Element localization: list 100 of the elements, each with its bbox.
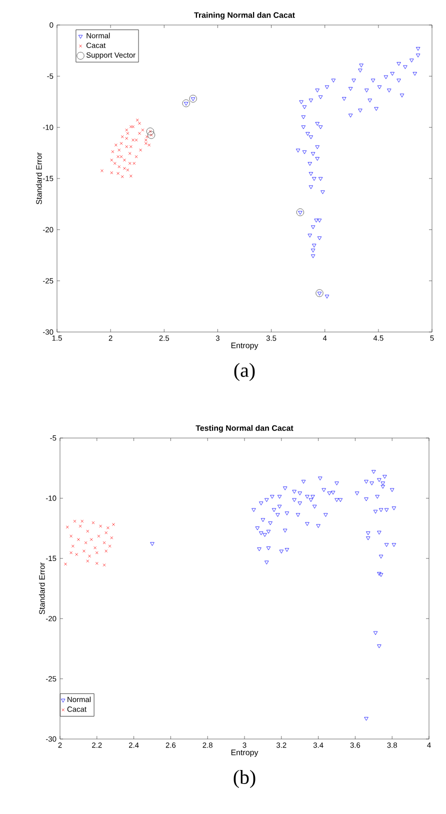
point <box>78 524 82 528</box>
point <box>82 550 86 553</box>
point <box>318 95 323 100</box>
point <box>99 524 102 528</box>
point <box>348 87 353 91</box>
point <box>111 150 114 154</box>
point <box>314 218 318 222</box>
point <box>308 185 314 190</box>
point <box>139 148 142 152</box>
point <box>120 175 124 178</box>
point <box>95 562 98 565</box>
point <box>106 526 110 530</box>
point <box>132 125 135 128</box>
point <box>66 526 69 529</box>
point <box>318 125 323 130</box>
point <box>308 135 314 140</box>
point <box>132 138 135 142</box>
point <box>384 75 388 80</box>
point <box>359 64 364 68</box>
point <box>410 58 414 62</box>
point <box>296 208 304 216</box>
point <box>342 97 346 101</box>
point <box>146 135 148 138</box>
point <box>324 294 330 298</box>
point <box>110 158 114 162</box>
point <box>296 148 300 152</box>
point <box>370 78 376 82</box>
point <box>86 530 90 533</box>
point <box>102 564 106 566</box>
point <box>114 144 118 147</box>
point <box>317 292 322 296</box>
point <box>126 168 130 172</box>
point <box>70 534 73 538</box>
point <box>352 78 356 82</box>
point <box>400 94 404 98</box>
point <box>129 125 132 128</box>
point <box>90 538 93 541</box>
point <box>403 65 408 70</box>
point <box>123 158 126 162</box>
point <box>73 520 76 523</box>
point <box>301 125 306 130</box>
point <box>136 118 139 122</box>
point <box>308 172 314 176</box>
point <box>148 131 156 139</box>
point <box>416 47 420 51</box>
point <box>134 155 138 158</box>
point <box>358 68 362 72</box>
point <box>310 254 316 258</box>
text: (a) <box>234 362 255 382</box>
point <box>125 145 128 148</box>
point <box>126 132 130 135</box>
point <box>315 122 320 126</box>
point <box>377 85 382 90</box>
point <box>95 551 98 554</box>
point <box>396 78 401 82</box>
point <box>302 105 307 110</box>
point <box>100 169 104 172</box>
point <box>190 97 196 102</box>
point <box>315 157 320 161</box>
point <box>134 138 138 142</box>
point <box>128 152 132 155</box>
point <box>120 142 123 145</box>
point <box>390 72 394 76</box>
point <box>318 177 323 181</box>
point <box>315 145 320 150</box>
point <box>368 98 372 102</box>
point <box>138 132 141 135</box>
point <box>301 115 306 120</box>
point <box>299 100 304 104</box>
point <box>70 551 73 554</box>
point <box>374 107 378 111</box>
point <box>141 128 144 132</box>
point <box>94 546 97 550</box>
point <box>118 148 121 152</box>
text: (b) <box>234 770 256 788</box>
point <box>364 88 369 92</box>
point <box>306 132 310 136</box>
point <box>110 536 114 540</box>
point <box>312 177 316 181</box>
point <box>123 166 126 170</box>
point <box>317 236 322 240</box>
point <box>116 155 120 158</box>
point <box>146 128 154 136</box>
point <box>120 155 123 158</box>
point <box>396 62 401 66</box>
point <box>112 522 115 526</box>
point <box>80 520 84 523</box>
point <box>125 128 128 132</box>
point <box>189 94 197 102</box>
point <box>302 150 307 154</box>
point <box>387 88 392 92</box>
point <box>310 248 316 252</box>
point <box>312 244 316 248</box>
point <box>144 138 148 142</box>
point <box>331 78 336 82</box>
point <box>92 521 95 524</box>
point <box>118 165 121 168</box>
point <box>129 145 132 148</box>
point <box>64 562 68 566</box>
point <box>104 531 108 534</box>
